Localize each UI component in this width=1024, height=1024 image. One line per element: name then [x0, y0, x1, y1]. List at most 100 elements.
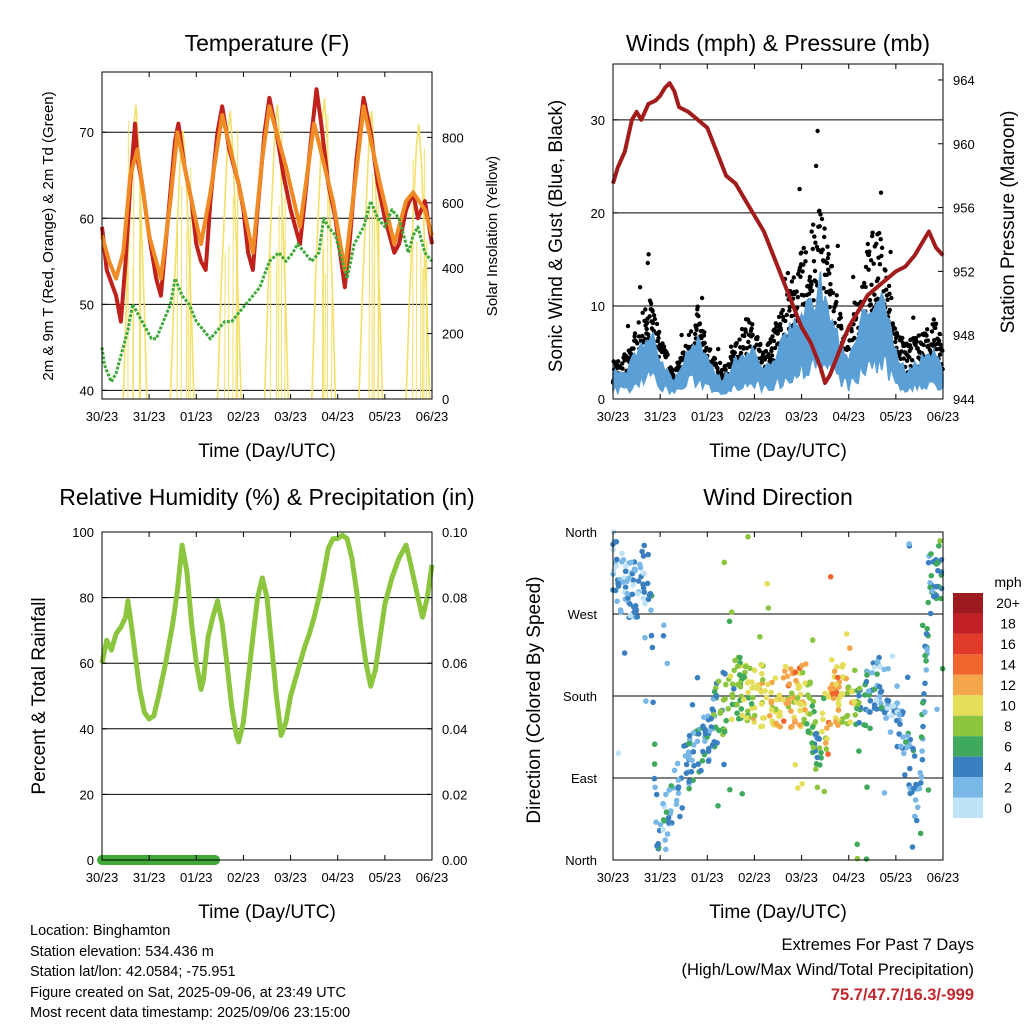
gust-point: [696, 313, 701, 319]
x-tick-label: 05/23: [880, 409, 913, 424]
y2-tick-label: 0.00: [442, 853, 467, 868]
direction-point: [792, 718, 798, 724]
winds-plot-area: [610, 81, 945, 396]
direction-point: [613, 563, 620, 569]
gust-point: [742, 333, 747, 339]
direction-point: [645, 596, 652, 603]
direction-point: [919, 756, 926, 763]
direction-point: [691, 763, 697, 769]
direction-point: [869, 670, 875, 676]
gust-point: [771, 338, 777, 344]
direction-y-ticks: North East South West North: [563, 525, 618, 868]
direction-point: [933, 583, 940, 590]
direction-point: [635, 591, 641, 597]
gust-point: [863, 264, 869, 270]
direction-point: [917, 769, 923, 776]
gust-point: [632, 331, 638, 336]
x-tick-label: 30/23: [597, 409, 630, 424]
direction-x-label: Time (Day/UTC): [709, 902, 847, 923]
gust-point: [839, 326, 844, 331]
colorbar-label: 2: [1004, 779, 1012, 795]
direction-point: [681, 743, 687, 749]
x-tick-label: 01/23: [691, 409, 724, 424]
direction-point: [686, 740, 692, 747]
direction-point: [912, 813, 918, 820]
direction-point: [721, 728, 728, 735]
gust-point: [877, 262, 883, 267]
gust-point: [870, 233, 875, 239]
gust-point: [921, 342, 926, 348]
direction-point: [772, 675, 779, 681]
direction-point: [911, 753, 918, 759]
gust-point: [911, 315, 916, 320]
gust-point: [746, 339, 751, 345]
gust-point: [701, 333, 707, 338]
humidity-plot-area: [97, 532, 435, 865]
direction-point: [766, 712, 773, 719]
gust-point: [817, 208, 822, 213]
gust-point: [717, 360, 723, 366]
gust-point: [670, 367, 675, 373]
gust-point: [813, 279, 818, 284]
gust-point: [866, 267, 871, 272]
direction-point: [796, 722, 803, 728]
direction-point: [856, 692, 862, 699]
station-pressure-line: [611, 81, 945, 385]
x-tick-label: 04/23: [832, 870, 865, 885]
gust-point: [688, 329, 694, 334]
direction-point: [758, 723, 764, 730]
direction-point: [827, 574, 834, 580]
direction-point: [648, 632, 655, 639]
direction-point: [731, 667, 737, 674]
direction-point: [789, 723, 795, 730]
gust-point: [838, 311, 843, 317]
direction-point: [747, 665, 753, 672]
direction-point: [734, 663, 741, 670]
direction-point: [716, 727, 722, 734]
direction-point: [822, 690, 828, 697]
direction-point: [627, 601, 633, 607]
direction-point: [839, 691, 845, 698]
direction-point: [777, 724, 783, 730]
x-tick-label: 03/23: [785, 870, 818, 885]
gust-point: [750, 332, 755, 338]
gust-point: [631, 346, 636, 351]
direction-point: [898, 743, 904, 750]
direction-point: [705, 758, 712, 764]
gust-point: [648, 301, 654, 306]
gust-point: [940, 348, 945, 353]
direction-point: [834, 674, 841, 681]
gust-point: [620, 366, 625, 371]
direction-point: [827, 721, 834, 728]
direction-point: [675, 777, 682, 783]
gust-point: [615, 359, 621, 364]
direction-title: Wind Direction: [703, 484, 853, 510]
direction-point: [922, 680, 928, 687]
x-tick-label: 31/23: [133, 870, 166, 885]
gust-point: [636, 334, 642, 339]
x-tick-label: 04/23: [832, 409, 865, 424]
y2-tick-label: 400: [442, 261, 464, 276]
gust-point: [773, 321, 778, 326]
direction-point: [651, 775, 658, 782]
gust-point: [863, 284, 868, 290]
gust-point: [817, 224, 822, 229]
direction-point: [864, 784, 870, 790]
direction-point: [768, 707, 775, 713]
direction-point: [887, 729, 894, 735]
x-tick-label: 06/23: [416, 409, 449, 424]
direction-point: [786, 681, 793, 687]
direction-point: [927, 610, 934, 617]
colorbar-swatch: [953, 633, 983, 655]
x-tick-label: 05/23: [880, 870, 913, 885]
direction-point: [851, 698, 858, 705]
direction-point: [686, 778, 692, 785]
gust-point: [665, 352, 670, 357]
direction-point: [820, 716, 826, 723]
direction-point: [823, 746, 830, 752]
direction-point: [810, 698, 817, 705]
direction-point: [677, 813, 683, 820]
direction-point: [824, 725, 830, 731]
colorbar-label: 4: [1004, 759, 1012, 775]
gust-point: [852, 335, 857, 341]
